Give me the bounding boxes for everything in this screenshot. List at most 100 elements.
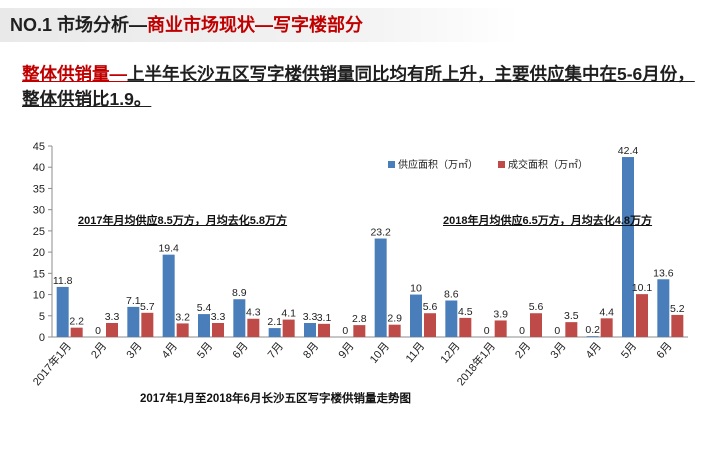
deal-bar (530, 313, 542, 337)
x-tick-label: 5月 (619, 340, 639, 361)
x-tick-label: 6月 (654, 340, 674, 361)
y-tick-label: 25 (33, 226, 45, 238)
deal-bar (282, 319, 295, 337)
deal-bar (388, 324, 401, 337)
headline: 整体供销量—上半年长沙五区写字楼供销量同比均有所上升，主要供应集中在5-6月份，… (22, 62, 702, 112)
deal-value-label: 2.8 (352, 313, 367, 325)
deal-value-label: 4.5 (458, 306, 473, 318)
deal-bar (353, 325, 366, 337)
y-tick-label: 30 (33, 205, 45, 217)
y-tick-label: 40 (33, 162, 45, 174)
deal-value-label: 3.5 (564, 310, 579, 322)
y-tick-label: 45 (33, 141, 45, 153)
supply-bar (304, 322, 316, 337)
x-tick-label: 8月 (301, 340, 321, 361)
supply-value-label: 0 (519, 325, 525, 337)
supply-bar (233, 299, 246, 337)
supply-bar (268, 328, 281, 337)
deal-bar (565, 322, 578, 337)
deal-value-label: 2.2 (69, 316, 84, 328)
deal-bar (636, 294, 648, 337)
supply-bar (657, 279, 670, 337)
x-tick-label: 2017年1月 (29, 339, 74, 388)
title-part-b: 商业市场现状—写字楼部分 (147, 15, 364, 35)
x-tick-label: 3月 (124, 340, 144, 361)
legend-label-deal: 成交面积（万㎡） (508, 158, 588, 171)
deal-value-label: 5.7 (140, 301, 155, 313)
supply-value-label: 8.9 (232, 287, 247, 299)
supply-value-label: 3.3 (303, 311, 318, 323)
x-tick-label: 4月 (160, 340, 180, 361)
deal-bar (70, 327, 83, 337)
supply-value-label: 13.6 (653, 267, 674, 279)
x-tick-label: 6月 (230, 340, 250, 361)
deal-value-label: 10.1 (632, 282, 653, 294)
supply-value-label: 11.8 (53, 275, 73, 287)
supply-value-label: 23.2 (370, 227, 391, 239)
chart-caption: 2017年1月至2018年6月长沙五区写字楼供销量走势图 (140, 393, 411, 405)
deal-bar (600, 318, 613, 337)
title-part-a: NO.1 市场分析— (10, 15, 148, 35)
deal-value-label: 3.1 (317, 312, 332, 324)
x-tick-label: 3月 (548, 340, 568, 361)
deal-value-label: 4.4 (599, 306, 614, 318)
supply-bar (622, 157, 634, 337)
x-tick-label: 11月 (404, 340, 428, 365)
supply-bar (56, 286, 69, 337)
supply-value-label: 0 (342, 325, 348, 337)
deal-bar (318, 323, 330, 337)
legend-swatch-supply (388, 161, 395, 168)
deal-bar (106, 322, 118, 337)
x-tick-label: 10月 (368, 340, 392, 366)
supply-bar (445, 300, 458, 337)
x-tick-label: 4月 (584, 340, 604, 361)
deal-bar (459, 317, 472, 337)
legend-label-supply: 供应面积（万㎡） (398, 158, 478, 171)
supply-value-label: 8.6 (444, 288, 459, 300)
y-tick-label: 35 (33, 183, 45, 195)
supply-bar (374, 238, 387, 337)
deal-bar (247, 318, 260, 337)
deal-value-label: 3.2 (175, 311, 190, 323)
page-title: NO.1 市场分析—商业市场现状—写字楼部分 (10, 11, 363, 37)
y-tick-label: 15 (33, 268, 45, 280)
supply-value-label: 2.1 (267, 316, 282, 328)
x-tick-label: 12月 (438, 340, 462, 366)
x-tick-label: 7月 (266, 340, 286, 361)
deal-value-label: 2.9 (387, 313, 402, 325)
supply-value-label: 0.2 (585, 324, 600, 336)
supply-bar (127, 306, 140, 337)
y-tick-label: 10 (33, 290, 45, 302)
legend-swatch-deal (498, 161, 505, 168)
deal-bar (141, 312, 154, 337)
deal-value-label: 5.6 (423, 301, 438, 313)
header-band (0, 8, 520, 42)
supply-bar (586, 336, 599, 337)
supply-value-label: 0 (484, 325, 490, 337)
headline-text: 上半年长沙五区写字楼供销量同比均有所上升，主要供应集中在5-6月份，整体供销比1… (22, 64, 695, 109)
deal-value-label: 4.1 (281, 308, 296, 320)
y-tick-label: 0 (39, 332, 45, 344)
annotation-2017: 2017年月均供应8.5万方，月均去化5.8万方 (78, 215, 288, 227)
deal-value-label: 3.9 (493, 308, 508, 320)
supply-value-label: 42.4 (618, 145, 639, 157)
supply-value-label: 0 (554, 325, 560, 337)
x-tick-label: 2月 (89, 340, 109, 361)
supply-bar (410, 294, 422, 337)
deal-value-label: 5.6 (529, 301, 544, 313)
supply-value-label: 7.1 (126, 295, 141, 307)
x-tick-label: 5月 (195, 340, 215, 361)
deal-value-label: 5.2 (670, 303, 685, 315)
y-tick-label: 5 (39, 311, 45, 323)
deal-value-label: 4.3 (246, 307, 261, 319)
headline-lead: 整体供销量— (22, 64, 127, 84)
deal-value-label: 3.3 (211, 311, 226, 323)
supply-value-label: 10 (410, 283, 422, 295)
x-tick-label: 2月 (513, 340, 533, 361)
annotation-2018: 2018年月均供应6.5万方，月均去化4.8万方 (443, 215, 653, 227)
deal-bar (424, 313, 436, 337)
x-tick-label: 9月 (336, 340, 356, 361)
deal-bar (176, 323, 189, 337)
deal-bar (212, 322, 224, 337)
